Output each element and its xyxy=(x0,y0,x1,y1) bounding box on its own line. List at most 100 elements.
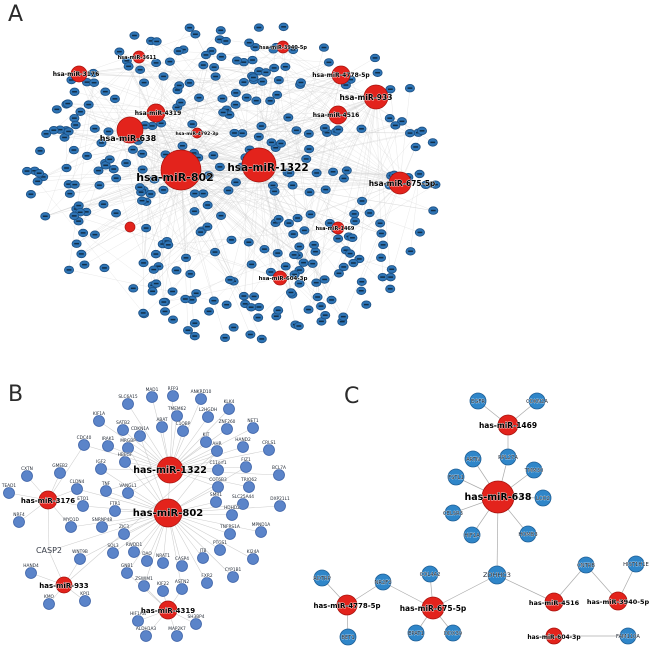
network-edge xyxy=(361,96,377,202)
target-gene-node xyxy=(157,557,169,569)
gene-label-mark xyxy=(377,222,383,224)
gene-label-mark xyxy=(319,320,324,323)
target-gene-node xyxy=(534,489,552,507)
gene-label-mark xyxy=(113,212,119,214)
gene-label-mark xyxy=(351,213,357,215)
mirna-hub-node xyxy=(38,490,58,510)
gene-label-mark xyxy=(72,183,78,186)
gene-label-mark xyxy=(90,72,96,74)
target-gene-node xyxy=(74,553,86,565)
network-edge xyxy=(70,512,169,528)
network-edge xyxy=(126,60,339,116)
gene-label-mark xyxy=(367,212,373,214)
gene-label: HBEGF xyxy=(118,452,133,458)
network-edge xyxy=(276,94,401,184)
gene-label-mark xyxy=(262,248,267,250)
gene-label-mark xyxy=(218,29,224,32)
target-gene-node xyxy=(79,595,91,607)
gene-label-mark xyxy=(252,46,258,48)
target-gene-node xyxy=(525,461,543,479)
gene-label: CASP2 xyxy=(36,546,62,555)
gene-label-mark xyxy=(83,211,89,213)
target-gene-node xyxy=(313,569,331,587)
network-edge xyxy=(279,200,363,279)
gene-label-mark xyxy=(275,252,281,254)
network-edge xyxy=(129,129,173,292)
target-gene-node xyxy=(273,469,285,481)
target-gene-node xyxy=(447,468,465,486)
network-edge xyxy=(253,79,382,234)
gene-label-mark xyxy=(287,172,292,174)
mirna-hub-node xyxy=(191,127,203,139)
target-gene-node xyxy=(374,573,392,591)
gene-label-mark xyxy=(101,203,106,205)
network-edge xyxy=(205,54,307,160)
gene-label-mark xyxy=(433,183,438,186)
gene-label-mark xyxy=(106,130,111,133)
gene-label: COT6B3 xyxy=(209,477,227,483)
gene-label-mark xyxy=(417,231,423,234)
network-edge xyxy=(203,64,377,98)
gene-label: DXP21L1 xyxy=(270,496,290,502)
network-edge xyxy=(176,157,246,271)
gene-label-mark xyxy=(343,84,349,86)
gene-label: SNRNP48 xyxy=(92,517,112,523)
gene-label: HIF1AN xyxy=(130,611,146,617)
target-gene-node xyxy=(224,528,236,540)
gene-label-mark xyxy=(256,26,262,29)
gene-label-mark xyxy=(111,168,117,170)
mirna-hub-label: hsa-miR-3611 xyxy=(118,55,157,61)
gene-label-mark xyxy=(326,61,332,64)
gene-label-mark xyxy=(187,26,193,29)
target-gene-node xyxy=(177,425,189,437)
network-edge xyxy=(144,124,260,166)
panel-c-letter: C xyxy=(344,384,360,409)
gene-label-mark xyxy=(141,262,146,264)
gene-label-mark xyxy=(73,124,79,126)
target-gene-node xyxy=(407,624,425,642)
gene-label-mark xyxy=(408,250,413,253)
network-edge xyxy=(361,130,423,282)
gene-label-mark xyxy=(244,96,250,99)
gene-label: SLC6A15 xyxy=(118,394,138,400)
gene-label-mark xyxy=(321,46,327,49)
target-gene-node xyxy=(202,411,214,423)
gene-label: RFP3 xyxy=(168,386,179,392)
gene-label-mark xyxy=(191,152,197,154)
network-edge xyxy=(196,132,251,156)
target-gene-node xyxy=(247,553,259,565)
gene-label-mark xyxy=(113,177,119,179)
network-edge xyxy=(297,96,377,256)
gene-label-mark xyxy=(180,145,185,147)
gene-label-mark xyxy=(160,243,166,245)
network-edge xyxy=(80,123,193,213)
target-gene-node xyxy=(128,546,140,558)
gene-label-mark xyxy=(291,254,297,256)
gene-label-mark xyxy=(193,292,199,295)
gene-label-mark xyxy=(178,101,184,104)
network-edge xyxy=(233,128,326,282)
gene-label-mark xyxy=(423,184,429,186)
network-edge xyxy=(68,40,152,185)
gene-label-mark xyxy=(417,173,422,175)
gene-label-mark xyxy=(378,256,384,259)
mirna-hub-node xyxy=(146,103,166,123)
gene-label: ETO1 xyxy=(77,496,89,502)
gene-label: AHR xyxy=(212,441,221,447)
gene-label-mark xyxy=(246,41,252,44)
gene-label-mark xyxy=(430,209,436,212)
panel-b-letter: B xyxy=(8,382,24,407)
gene-label-mark xyxy=(193,33,198,35)
gene-label-mark xyxy=(248,306,254,308)
mirna-hub-node xyxy=(481,480,515,514)
network-edge xyxy=(234,132,401,184)
gene-label-mark xyxy=(182,298,188,300)
gene-label-mark xyxy=(112,98,118,100)
target-gene-node xyxy=(255,526,267,538)
gene-label-mark xyxy=(327,222,333,224)
network-edge xyxy=(198,157,392,176)
target-gene-node xyxy=(71,483,83,495)
gene-label: CRLS1 xyxy=(262,440,276,446)
mirna-hub-node xyxy=(116,116,144,144)
target-gene-node xyxy=(421,565,439,583)
